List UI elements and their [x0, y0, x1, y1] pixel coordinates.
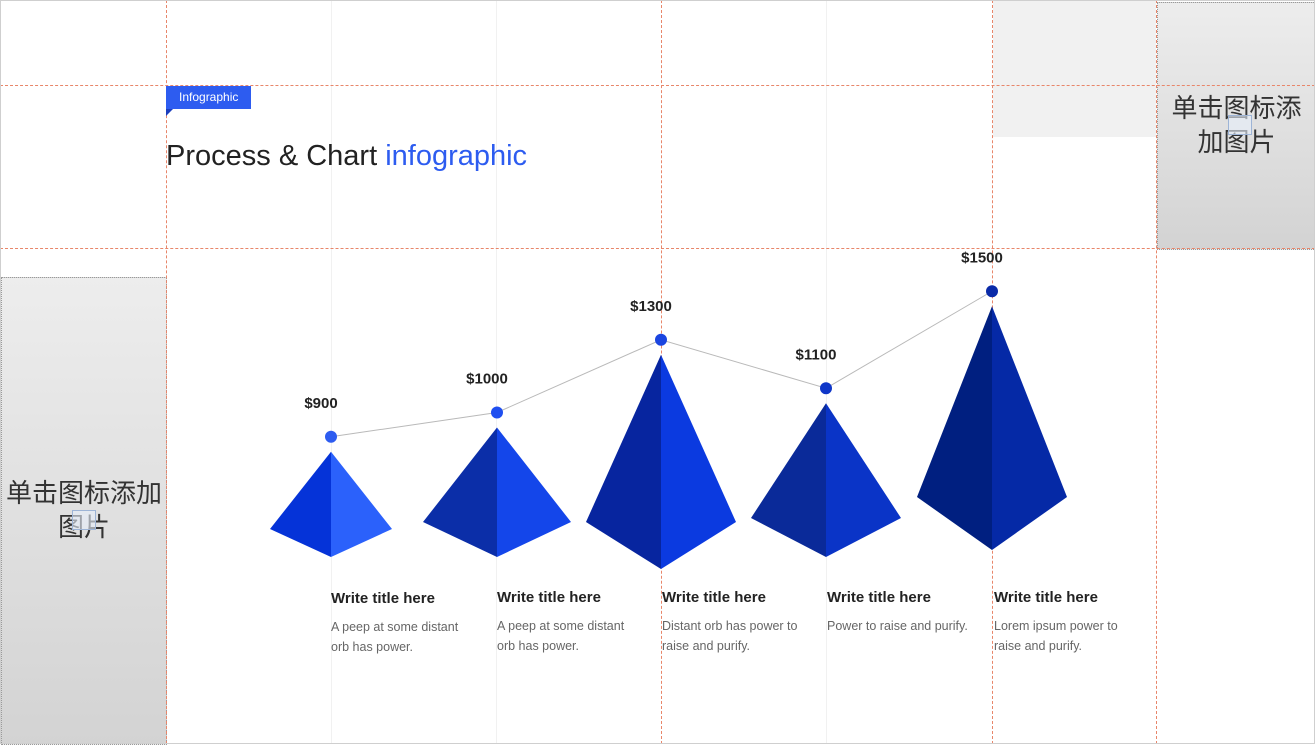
item-caption-5: Write title here Lorem ipsum power to ra… — [994, 589, 1159, 656]
pyramid-left-face — [586, 354, 661, 569]
title-accent: infographic — [385, 140, 528, 172]
layout-guide — [166, 0, 167, 744]
data-point — [655, 333, 667, 346]
pyramid-left-face — [270, 451, 331, 557]
picture-icon[interactable] — [1228, 115, 1252, 135]
pyramid-right-face — [331, 451, 392, 557]
pyramid-right-face — [661, 354, 736, 569]
item-caption-2: Write title here A peep at some distant … — [497, 589, 662, 656]
data-label: $1300 — [630, 298, 672, 315]
image-placeholder-right[interactable]: 单击图标添加图片 — [1157, 2, 1315, 250]
data-label: $1500 — [961, 249, 1003, 266]
pyramid-right-face — [826, 403, 901, 557]
data-point — [986, 285, 998, 298]
image-area-light — [993, 0, 1156, 137]
item-desc: Lorem ipsum power to raise and purify. — [994, 619, 1118, 653]
layout-guide — [1156, 0, 1157, 744]
column-guide — [496, 0, 497, 744]
item-caption-1: Write title here A peep at some distant … — [331, 590, 496, 657]
title-main: Process & Chart — [166, 140, 386, 172]
column-guide — [826, 0, 827, 744]
image-placeholder-left[interactable]: 单击图标添加图片 — [1, 277, 167, 745]
item-title: Write title here — [827, 589, 931, 606]
item-caption-3: Write title here Distant orb has power t… — [662, 589, 827, 656]
pyramid-left-face — [917, 306, 992, 550]
section-tag-tail — [166, 109, 173, 116]
pyramid-right-face — [497, 427, 571, 557]
item-desc: Distant orb has power to raise and purif… — [662, 619, 798, 653]
layout-guide — [0, 85, 1315, 86]
page-title: Process & Chart infographic — [166, 140, 527, 173]
item-title: Write title here — [331, 590, 435, 607]
data-label: $1100 — [796, 346, 837, 363]
pyramid-right-face — [992, 306, 1067, 550]
item-title: Write title here — [662, 589, 766, 606]
data-point — [491, 406, 503, 419]
pyramid-left-face — [423, 427, 497, 557]
item-desc: A peep at some distant orb has power. — [331, 620, 459, 654]
data-label: $1000 — [466, 371, 508, 388]
pyramid-left-face — [751, 403, 826, 557]
item-desc: A peep at some distant orb has power. — [497, 619, 625, 653]
item-desc: Power to raise and purify. — [827, 619, 968, 633]
item-title: Write title here — [994, 589, 1098, 606]
column-guide — [331, 0, 332, 744]
layout-guide — [0, 248, 1315, 249]
section-tag: Infographic — [166, 86, 252, 109]
item-caption-4: Write title here Power to raise and puri… — [827, 589, 992, 636]
item-title: Write title here — [497, 589, 601, 606]
data-point — [820, 382, 832, 395]
data-point — [325, 430, 337, 443]
picture-icon[interactable] — [72, 510, 96, 530]
data-label: $900 — [304, 395, 337, 412]
